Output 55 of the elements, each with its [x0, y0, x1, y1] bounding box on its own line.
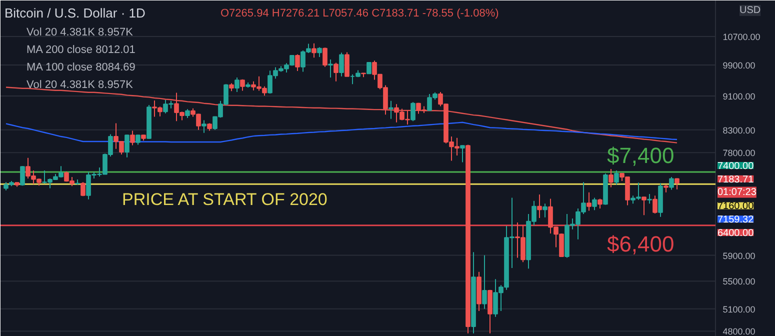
text: 7160.00	[718, 201, 754, 212]
annotation: Vol 20 4.381K 8.957K	[26, 26, 134, 38]
y-tick-label: 5100.00	[722, 304, 756, 314]
y-tick-label: 4800.00	[722, 326, 756, 336]
ref-line-label: $7,400	[606, 143, 674, 168]
text: O7265.94 H7276.21 L7057.46 C7183.71 -78.55 (-1.08%)	[220, 8, 499, 20]
candlestick	[614, 170, 619, 186]
candlestick	[388, 100, 394, 120]
annotation: MA 100 close 8084.69	[26, 62, 136, 74]
candlestick	[202, 120, 206, 134]
candlestick	[598, 198, 602, 210]
candlestick	[542, 203, 548, 218]
y-tick-label: 8300.00	[722, 125, 756, 136]
chart-title: Bitcoin / U.S. Dollar · 1D	[4, 6, 146, 20]
candlestick	[482, 254, 487, 310]
annotation: Vol 20 4.381K 8.957K	[26, 79, 134, 91]
candlestick	[647, 194, 652, 204]
y-tick-label: 5900.00	[722, 250, 756, 261]
candlestick	[339, 52, 344, 77]
ref-line-label: PRICE AT START OF 2020	[122, 190, 328, 210]
text: USD	[740, 5, 761, 16]
candlestick	[537, 194, 542, 218]
candlestick	[460, 144, 465, 163]
candlestick	[586, 192, 592, 212]
line-series	[5, 86, 678, 144]
y-tick-label: 9100.00	[722, 91, 756, 102]
candlestick	[322, 47, 328, 68]
candlestick	[674, 178, 680, 190]
y-tick-label: 10700.00	[722, 32, 760, 42]
candlestick	[410, 102, 416, 122]
candlestick	[344, 52, 350, 77]
candlestick	[130, 130, 135, 146]
candlestick	[652, 195, 658, 214]
candlestick	[317, 46, 322, 58]
text: 7400.00	[718, 161, 754, 172]
candlestick	[136, 134, 140, 146]
candlestick	[669, 176, 674, 190]
text: 01:07:23	[718, 186, 757, 198]
candlestick	[608, 168, 614, 188]
candlestick	[312, 42, 316, 58]
legend-label: $6,400	[606, 231, 674, 256]
candlestick	[328, 59, 333, 78]
candlestick	[295, 54, 300, 72]
candlestick	[124, 134, 130, 158]
candlestick	[488, 289, 492, 334]
candlestick	[334, 62, 338, 82]
y-tick-label: 5500.00	[722, 276, 756, 287]
candlestick	[642, 196, 646, 216]
candlestick	[20, 166, 25, 186]
candlestick	[592, 197, 597, 211]
annotation: MA 200 close 8012.01	[26, 44, 136, 56]
y-tick-label: 9900.00	[722, 60, 756, 71]
candlestick	[80, 182, 86, 197]
y-tick-label: 7800.00	[722, 148, 756, 158]
candlestick	[234, 76, 240, 92]
